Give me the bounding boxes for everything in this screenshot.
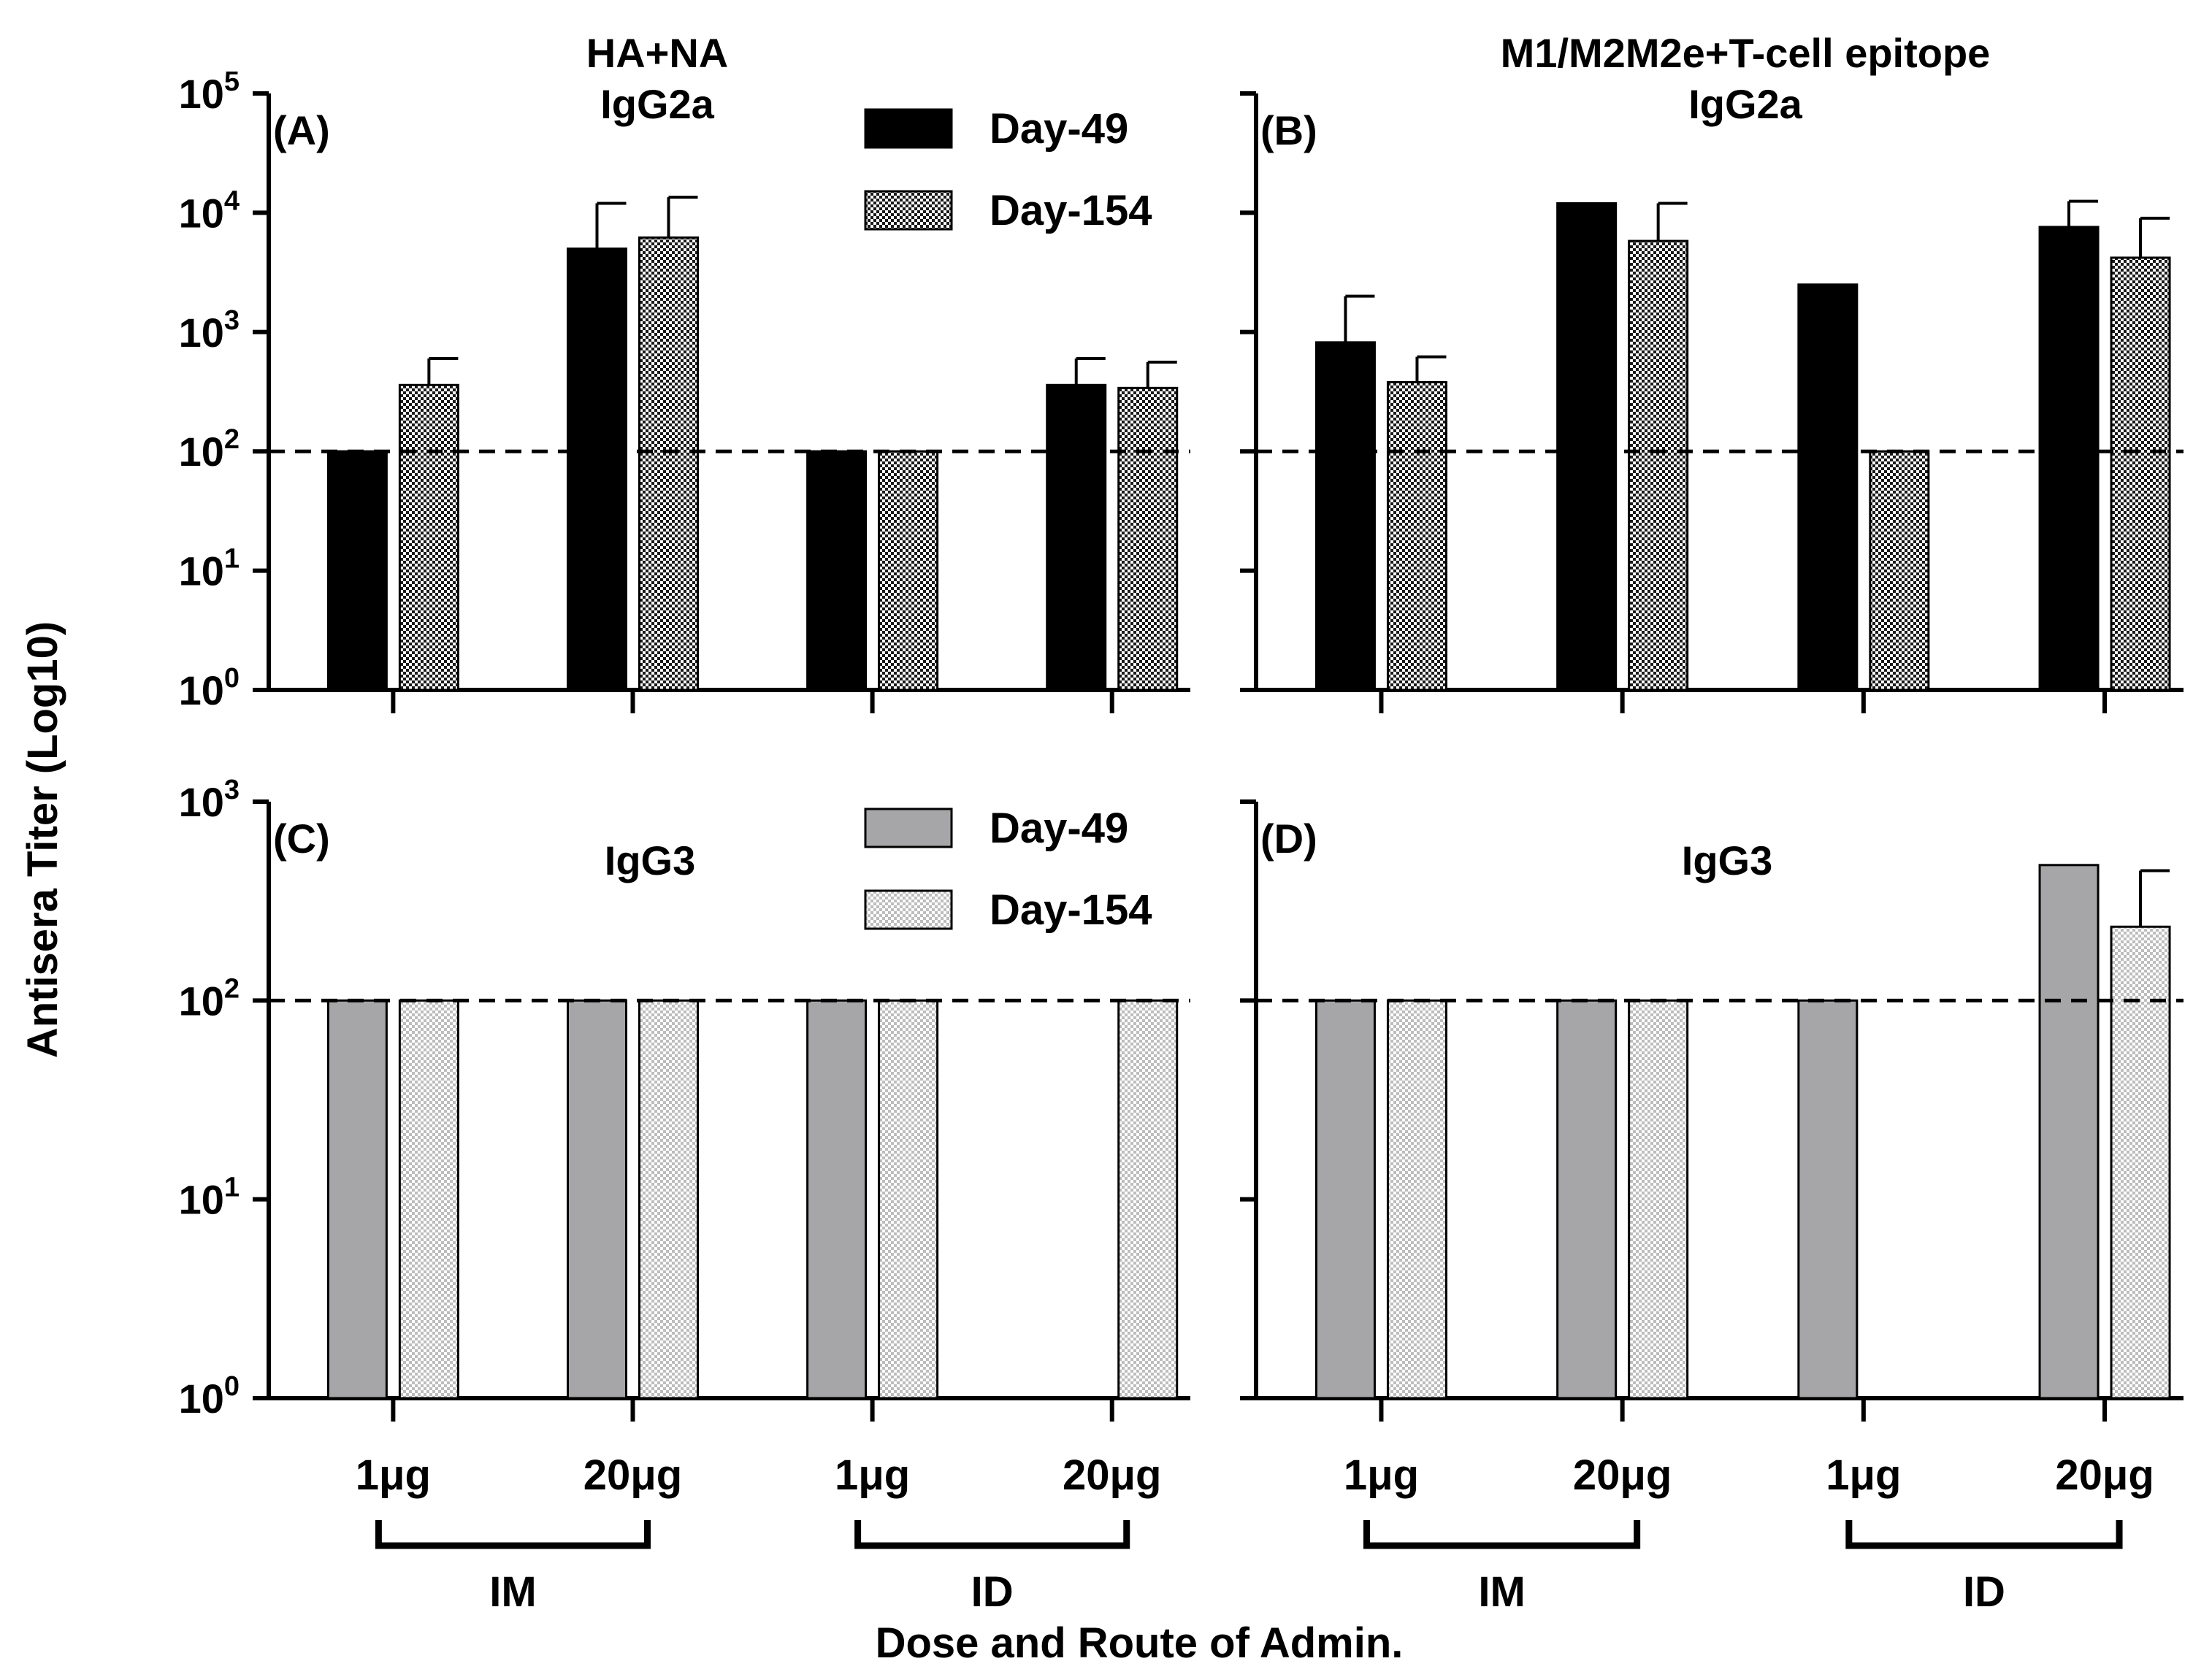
- y-tick-label: 103: [179, 305, 240, 356]
- chart-title: IgG3: [1682, 837, 1772, 883]
- chart-title: M1/M2M2e+T-cell epitope: [1501, 30, 1991, 76]
- bar-day-154: [1117, 999, 1179, 1400]
- bar-day-154: [398, 999, 459, 1400]
- legend-swatch: [864, 808, 953, 848]
- x-tick-label: 1μg: [356, 1451, 431, 1499]
- bar-day-49: [2038, 226, 2100, 691]
- x-tick-label: 1μg: [835, 1451, 910, 1499]
- route-label: IM: [489, 1568, 536, 1616]
- legend-entry: Day-154: [990, 886, 1152, 934]
- bar-day-49: [1046, 383, 1107, 691]
- bar-day-49: [1556, 202, 1618, 691]
- route-label: ID: [971, 1568, 1014, 1616]
- y-tick-label: 100: [179, 1371, 240, 1422]
- y-axis-title: Antisera Titer (Log10): [19, 621, 66, 1058]
- bar-day-49: [1797, 283, 1859, 691]
- route-bracket: [854, 1520, 1130, 1549]
- bar-day-49: [806, 450, 868, 691]
- x-tick-label: 20μg: [583, 1451, 682, 1499]
- chart-title: IgG3: [605, 837, 695, 883]
- x-tick-label: 20μg: [1063, 1451, 1161, 1499]
- bar-day-154: [1628, 999, 1689, 1400]
- x-tick-label: 20μg: [1573, 1451, 1672, 1499]
- bar-day-49: [1314, 999, 1376, 1400]
- panel-label: (D): [1260, 816, 1317, 862]
- legend-entry: Day-49: [990, 805, 1128, 852]
- y-tick-label: 105: [179, 66, 240, 117]
- bar-day-49: [2038, 864, 2100, 1400]
- y-tick-label: 100: [179, 663, 240, 713]
- route-label: IM: [1478, 1568, 1525, 1616]
- legend-entry: Day-154: [990, 187, 1152, 234]
- panel-a: 100 101 102 103 104 105 (A) HA+NA IgG2a Day-49 Day…: [179, 30, 1190, 713]
- route-bracket: [375, 1520, 651, 1549]
- x-tick-label: 20μg: [2055, 1451, 2154, 1499]
- bar-day-154: [1628, 239, 1689, 691]
- y-tick-label: 101: [179, 1173, 240, 1223]
- chart-title: IgG2a: [1688, 81, 1802, 127]
- chart-title: HA+NA: [586, 30, 728, 76]
- y-tick-label: 101: [179, 544, 240, 594]
- x-tick-label: 1μg: [1344, 1451, 1419, 1499]
- route-bracket: [1363, 1520, 1641, 1549]
- x-axis-title: Dose and Route of Admin.: [876, 1619, 1404, 1667]
- y-tick-label: 102: [179, 973, 240, 1024]
- panel-c: 100 101 102 103 (C) IgG3 Day-49 Day-154 1μg 20μg 1…: [179, 775, 1190, 1616]
- y-tick-label: 103: [179, 775, 240, 825]
- panel-label: (B): [1260, 107, 1317, 153]
- route-bracket: [1845, 1520, 2123, 1549]
- legend-swatch: [864, 108, 953, 149]
- y-tick-label: 104: [179, 185, 240, 236]
- bar-day-49: [806, 999, 868, 1400]
- bar-day-49: [1797, 999, 1859, 1400]
- bar-day-49: [1314, 341, 1376, 691]
- bar-day-154: [638, 236, 699, 691]
- bar-day-49: [326, 999, 388, 1400]
- x-tick-label: 1μg: [1826, 1451, 1901, 1499]
- bar-day-154: [1386, 999, 1447, 1400]
- bar-day-154: [638, 999, 699, 1400]
- legend-entry: Day-49: [990, 105, 1128, 153]
- route-label: ID: [1963, 1568, 2005, 1616]
- bar-day-154: [878, 450, 939, 691]
- legend-swatch: [864, 190, 953, 231]
- bar-day-154: [398, 383, 459, 691]
- bar-day-154: [1386, 380, 1447, 691]
- bar-day-49: [566, 999, 627, 1400]
- bar-day-154: [878, 999, 939, 1400]
- bar-day-154: [2110, 256, 2171, 691]
- bar-day-49: [1556, 999, 1618, 1400]
- panel-label: (A): [273, 107, 330, 153]
- bar-day-154: [2110, 925, 2171, 1400]
- bar-day-49: [566, 248, 627, 691]
- y-tick-label: 102: [179, 424, 240, 475]
- bar-day-154: [1117, 386, 1179, 691]
- bar-day-154: [1869, 450, 1930, 691]
- panel-b: (B) M1/M2M2e+T-cell epitope IgG2a: [1240, 30, 2184, 713]
- panel-d: (D) IgG3 1μg 20μg 1μg 20μg IM ID: [1240, 799, 2184, 1616]
- chart-title: IgG2a: [600, 81, 714, 127]
- panel-label: (C): [273, 816, 330, 862]
- legend-swatch: [864, 889, 953, 930]
- bar-day-49: [326, 450, 388, 691]
